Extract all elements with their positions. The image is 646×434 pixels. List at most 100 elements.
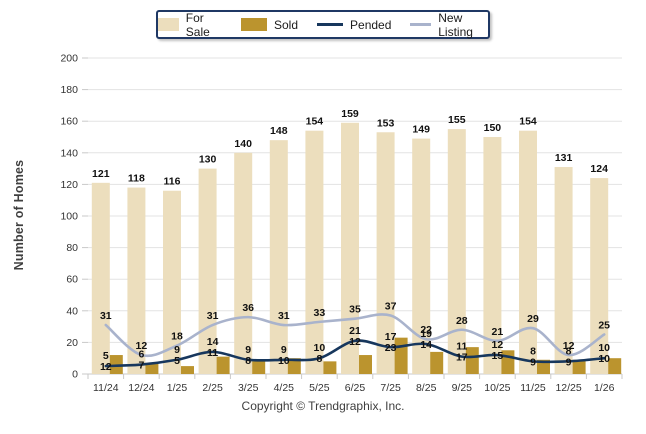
label-new-listing: 29 (527, 313, 539, 325)
y-tick-label: 140 (60, 147, 78, 159)
label-new-listing: 18 (171, 331, 183, 343)
label-new-listing: 21 (492, 326, 504, 338)
label-for-sale: 140 (234, 138, 252, 150)
legend-item-for-sale: For Sale (158, 11, 222, 39)
label-sold: 11 (207, 347, 218, 359)
legend-label-sold: Sold (273, 17, 299, 32)
y-tick-label: 200 (60, 53, 78, 65)
label-sold: 8 (245, 355, 251, 367)
bar-for-sale (341, 122, 359, 374)
bar-for-sale (519, 130, 537, 374)
legend-label-new-listing: New Listing (438, 10, 473, 39)
y-tick-label: 20 (66, 337, 78, 349)
label-for-sale: 124 (590, 163, 608, 175)
label-new-listing: 12 (563, 340, 575, 352)
bar-for-sale (554, 167, 573, 374)
bar-for-sale (483, 137, 502, 374)
copyright-text: Copyright © Trendgraphix, Inc. (241, 399, 405, 413)
bar-sold (430, 351, 444, 374)
label-sold: 12 (100, 361, 112, 373)
sold-swatch-icon (240, 18, 267, 31)
label-new-listing: 22 (420, 324, 432, 336)
x-tick-label: 10/25 (484, 382, 510, 394)
label-new-listing: 31 (207, 310, 219, 322)
bar-sold (608, 358, 622, 374)
y-tick-label: 0 (72, 369, 78, 381)
label-sold: 5 (174, 355, 180, 367)
bar-sold (572, 359, 586, 374)
label-sold: 9 (530, 356, 536, 368)
new-listing-line (104, 313, 606, 358)
for-sale-swatch-icon (158, 18, 179, 31)
label-for-sale: 148 (270, 125, 288, 137)
bar-sold (181, 366, 194, 374)
label-pended: 8 (530, 345, 536, 357)
pended-line (104, 339, 606, 368)
pended-line-swatch-icon (317, 23, 344, 26)
label-sold: 17 (456, 352, 468, 364)
bar-for-sale (305, 130, 324, 374)
bar-sold (252, 361, 266, 374)
x-tick-label: 3/25 (238, 382, 259, 394)
legend-label-pended: Pended (350, 17, 392, 32)
x-tick-label: 11/25 (520, 382, 546, 394)
bar-for-sale (447, 129, 466, 374)
label-sold: 15 (492, 350, 504, 362)
y-tick-label: 180 (60, 84, 78, 96)
x-tick-label: 2/25 (202, 382, 223, 394)
label-sold: 7 (138, 360, 144, 372)
x-tick-label: 12/24 (128, 382, 154, 394)
x-tick-label: 11/24 (93, 382, 119, 394)
y-tick-label: 120 (60, 179, 78, 191)
y-tick-label: 80 (66, 242, 78, 254)
bar-for-sale (91, 182, 110, 374)
bar-sold (537, 359, 550, 374)
y-tick-label: 100 (60, 211, 78, 223)
bar-sold (394, 337, 408, 374)
label-sold: 10 (278, 355, 290, 367)
bar-for-sale (163, 190, 181, 374)
new-listing-line-swatch-icon (410, 23, 432, 26)
label-for-sale: 116 (164, 176, 181, 188)
label-for-sale: 153 (377, 117, 395, 129)
label-pended: 17 (385, 331, 397, 343)
legend-label-for-sale: For Sale (185, 10, 210, 39)
label-sold: 12 (349, 336, 361, 348)
label-new-listing: 12 (136, 340, 148, 352)
bar-sold (216, 356, 230, 374)
label-new-listing: 36 (242, 302, 254, 314)
label-pended: 8 (566, 345, 572, 357)
label-sold: 14 (420, 339, 432, 351)
label-pended: 6 (138, 349, 144, 361)
label-for-sale: 121 (92, 168, 110, 180)
x-tick-label: 7/25 (380, 382, 401, 394)
label-pended: 14 (207, 336, 219, 348)
x-tick-label: 6/25 (345, 382, 366, 394)
bar-for-sale (234, 152, 253, 374)
x-tick-label: 8/25 (416, 382, 437, 394)
legend-item-new-listing: New Listing (410, 11, 488, 39)
label-new-listing: 37 (385, 301, 397, 313)
label-pended: 9 (174, 344, 180, 356)
label-new-listing: 28 (456, 315, 468, 327)
label-pended: 10 (314, 342, 326, 354)
label-sold: 23 (385, 342, 397, 354)
label-pended: 10 (598, 342, 610, 354)
x-tick-label: 5/25 (309, 382, 330, 394)
bar-sold (501, 350, 515, 374)
label-for-sale: 150 (484, 122, 502, 134)
label-for-sale: 130 (199, 154, 217, 166)
bar-sold (323, 361, 337, 374)
y-tick-label: 160 (60, 116, 78, 128)
label-sold: 8 (316, 353, 322, 365)
label-new-listing: 35 (349, 304, 361, 316)
label-pended: 9 (281, 344, 287, 356)
label-for-sale: 159 (341, 108, 359, 120)
label-pended: 5 (103, 350, 109, 362)
label-for-sale: 118 (128, 173, 145, 185)
label-new-listing: 31 (100, 310, 112, 322)
x-tick-label: 1/25 (167, 382, 188, 394)
bar-for-sale (127, 187, 146, 374)
